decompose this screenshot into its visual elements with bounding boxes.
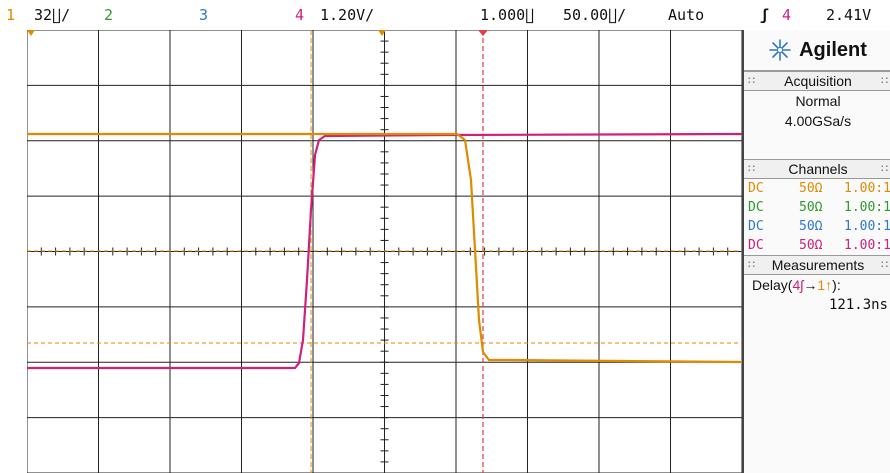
acquisition-title: Acquisition — [784, 73, 852, 89]
channel-coupling: DC — [748, 238, 764, 253]
time-scale[interactable]: 50.00∐/ — [563, 6, 627, 24]
grip-icon: ∷ — [748, 259, 755, 271]
ch1-top-marker — [27, 30, 35, 36]
ch4-label[interactable]: 4 — [295, 6, 305, 24]
delay-measurement-label[interactable]: Delay(4ʃ→1↑): — [752, 277, 841, 293]
center-ticks — [27, 30, 742, 473]
ch4-scale[interactable]: 1.20V/ — [320, 6, 375, 24]
channel-impedance: 50Ω — [799, 181, 823, 196]
channel-impedance: 50Ω — [799, 200, 823, 215]
channels-header[interactable]: ∷ Channels ∷ — [744, 159, 890, 179]
channel-list: DC 50Ω 1.00:1 DC 50Ω 1.00:1 DC 50Ω 1.00:1 DC 50Ω 1.… — [744, 179, 890, 255]
trigger-position-marker — [478, 30, 488, 36]
channel-row[interactable]: DC 50Ω 1.00:1 — [744, 198, 890, 217]
status-bar: 1 32∐/ 2 3 4 1.20V/ 1.000∐ 50.00∐/ Auto … — [0, 0, 890, 30]
time-offset[interactable]: 1.000∐ — [480, 6, 535, 24]
trigger-mode[interactable]: Auto — [668, 6, 705, 24]
channel-coupling: DC — [748, 200, 764, 215]
grip-icon: ∷ — [881, 163, 888, 175]
grip-icon: ∷ — [748, 75, 755, 87]
channel-scale: 1.00:1 — [844, 238, 890, 253]
channel-coupling: DC — [748, 181, 764, 196]
ch1-scale[interactable]: 32∐/ — [34, 6, 71, 24]
delay-measurement-value: 121.3ns — [828, 297, 888, 313]
brand-header: Agilent — [744, 30, 890, 71]
channel-row[interactable]: DC 50Ω 1.00:1 — [744, 179, 890, 198]
ch4-waveform — [27, 132, 742, 370]
measurements-title: Measurements — [771, 257, 865, 273]
ch1-marker[interactable]: 1 — [6, 6, 16, 24]
trigger-source[interactable]: 4 — [782, 6, 792, 24]
ch3-label[interactable]: 3 — [199, 6, 209, 24]
channels-title: Channels — [788, 161, 848, 177]
trigger-top-marker — [378, 30, 386, 36]
trigger-level[interactable]: 2.41V — [826, 6, 872, 24]
channel-coupling: DC — [748, 219, 764, 234]
acquisition-header[interactable]: ∷ Acquisition ∷ — [744, 71, 890, 91]
agilent-spark-logo — [769, 39, 791, 61]
brand-name: Agilent — [799, 38, 867, 61]
acquisition-rate: 4.00GSa/s — [784, 113, 852, 129]
grip-icon: ∷ — [748, 163, 755, 175]
side-panel: Agilent ∷ Acquisition ∷ Normal 4.00GSa/s… — [742, 30, 890, 473]
channel-scale: 1.00:1 — [844, 219, 890, 234]
waveform-graticule[interactable] — [27, 30, 742, 473]
channel-impedance: 50Ω — [799, 219, 823, 234]
channel-row[interactable]: DC 50Ω 1.00:1 — [744, 236, 890, 255]
rising-edge-icon: ʃ — [760, 6, 770, 24]
ch1-waveform — [27, 132, 742, 364]
channel-row[interactable]: DC 50Ω 1.00:1 — [744, 217, 890, 236]
ch2-label[interactable]: 2 — [104, 6, 114, 24]
channel-scale: 1.00:1 — [844, 181, 890, 196]
channel-impedance: 50Ω — [799, 238, 823, 253]
measurements-header[interactable]: ∷ Measurements ∷ — [744, 255, 890, 275]
grip-icon: ∷ — [881, 75, 888, 87]
grip-icon: ∷ — [881, 259, 888, 271]
channel-scale: 1.00:1 — [844, 200, 890, 215]
acquisition-mode: Normal — [795, 93, 841, 109]
